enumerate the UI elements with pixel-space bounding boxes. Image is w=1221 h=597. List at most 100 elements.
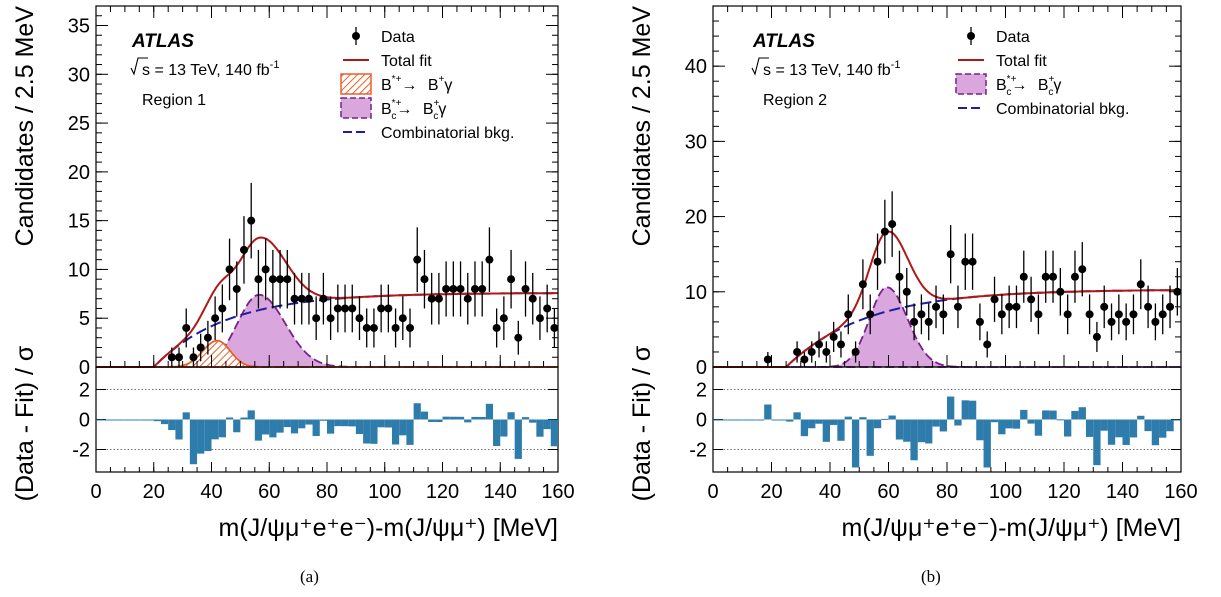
pull-bar xyxy=(290,419,299,434)
data-point xyxy=(1100,302,1109,311)
pull-bar xyxy=(384,419,392,428)
data-point xyxy=(319,294,328,303)
pull-bar xyxy=(334,419,342,427)
pull-bar xyxy=(197,419,205,454)
data-point xyxy=(276,275,285,284)
pull-bar xyxy=(262,419,270,435)
data-point xyxy=(297,294,306,303)
data-point xyxy=(1166,302,1175,311)
data-point xyxy=(521,284,530,293)
data-point xyxy=(829,332,838,341)
data-point xyxy=(290,294,299,303)
data-point xyxy=(895,272,904,281)
pull-bar xyxy=(903,419,911,442)
data-point xyxy=(189,353,198,362)
data-point xyxy=(807,347,816,356)
pull-bar xyxy=(742,419,750,421)
pull-bar xyxy=(1159,419,1167,438)
data-point xyxy=(535,314,544,323)
pull-bar xyxy=(771,419,779,421)
data-point xyxy=(800,355,809,364)
pull-bar xyxy=(132,419,140,421)
pull-bar xyxy=(449,416,457,420)
data-point xyxy=(232,284,241,293)
pull-bar xyxy=(341,419,349,427)
data-point xyxy=(1158,310,1167,319)
data-point xyxy=(961,257,970,266)
region-label: Region 2 xyxy=(763,92,827,109)
pull-bar xyxy=(830,419,838,425)
y-tick-label: 10 xyxy=(68,259,90,281)
x-tick-label: 60 xyxy=(258,481,280,503)
pull-bar xyxy=(189,419,198,465)
y-tick-label: 10 xyxy=(685,282,707,304)
pull-bar xyxy=(983,419,991,468)
caption-a: (a) xyxy=(300,567,319,586)
pull-bar xyxy=(254,419,263,441)
data-point xyxy=(1005,302,1014,311)
pull-bar xyxy=(298,419,306,429)
pull-bar xyxy=(925,419,933,444)
data-point xyxy=(283,275,292,284)
data-point xyxy=(939,310,948,319)
pull-bar xyxy=(1144,419,1152,432)
pull-bar xyxy=(954,419,962,426)
pull-bar xyxy=(793,412,801,420)
pull-bar xyxy=(1071,410,1079,420)
data-point xyxy=(866,310,875,319)
pull-bar xyxy=(420,411,429,420)
data-point xyxy=(851,347,860,356)
legend-bc-label: B*+ c→ B+ cγ xyxy=(381,98,446,122)
data-point xyxy=(1092,332,1101,341)
pull-bar xyxy=(895,419,904,440)
y-tick-label: 15 xyxy=(68,211,90,233)
pull-bar xyxy=(998,419,1006,435)
legend-fit-label: Total fit xyxy=(996,53,1047,70)
pull-bar xyxy=(435,419,443,423)
data-point xyxy=(1122,317,1131,326)
data-point xyxy=(182,323,191,332)
data-point xyxy=(1056,287,1065,296)
data-point xyxy=(1012,302,1021,311)
data-point xyxy=(406,323,415,332)
energy-label: s = 13 TeV, 140 fb-1 xyxy=(763,59,900,79)
pull-axis-label: (Data - Fit) / σ xyxy=(628,345,656,501)
data-point xyxy=(763,355,772,364)
y-tick-label: 40 xyxy=(685,56,707,78)
data-point xyxy=(514,333,523,342)
data-point xyxy=(932,302,941,311)
legend-bstar-label: B*+→ B+γ xyxy=(381,74,452,94)
data-point xyxy=(239,245,248,254)
data-point xyxy=(1136,280,1145,289)
data-point xyxy=(341,304,350,313)
data-point xyxy=(815,340,824,349)
pull-bar xyxy=(283,419,291,428)
data-point xyxy=(225,265,234,274)
pull-bar xyxy=(355,419,364,435)
pull-bar xyxy=(976,419,984,441)
main-frame xyxy=(95,5,559,368)
pull-tick-label: 0 xyxy=(696,410,707,432)
data-point xyxy=(463,294,472,303)
data-point xyxy=(1107,317,1116,326)
caption-b: (b) xyxy=(921,567,941,586)
pull-bar xyxy=(1129,419,1138,438)
legend-data-label: Data xyxy=(381,29,415,46)
pull-bar xyxy=(413,403,421,420)
x-tick-label: 40 xyxy=(819,481,841,503)
pull-bar xyxy=(536,419,544,437)
x-axis-label: m(J/ψμ⁺e⁺e⁻)-m(J/ψμ⁺) [MeV] xyxy=(842,514,1181,542)
data-point xyxy=(1151,317,1160,326)
pull-bar xyxy=(305,419,313,425)
energy-label: s = 13 TeV, 140 fb-1 xyxy=(142,59,279,79)
x-tick-label: 160 xyxy=(1164,481,1197,503)
pull-bar xyxy=(866,419,874,456)
data-point xyxy=(196,343,205,352)
pull-bar xyxy=(348,419,356,427)
data-point xyxy=(384,304,393,313)
x-tick-label: 160 xyxy=(541,481,574,503)
pull-bar xyxy=(521,417,530,420)
pull-bar xyxy=(727,419,735,421)
x-tick-label: 140 xyxy=(484,481,517,503)
x-tick-label: 140 xyxy=(1106,481,1139,503)
